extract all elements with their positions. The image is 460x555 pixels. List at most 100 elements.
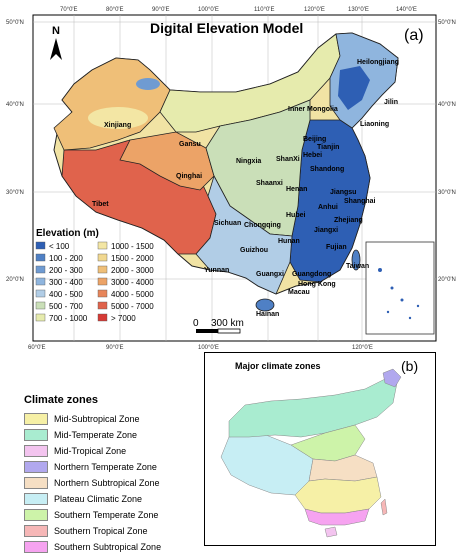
northeast-low (338, 66, 370, 110)
climate-legend-items: Mid-Subtropical Zone Mid-Temperate Zone Mi… (24, 411, 204, 555)
qinghai-region (119, 131, 215, 191)
lon-tick-labels-bottom: 60°0'E 90°0'E 100°0'E 120°0'E (28, 345, 373, 351)
svg-text:100°0'E: 100°0'E (198, 7, 219, 13)
svg-text:40°0'N: 40°0'N (6, 102, 24, 108)
elevation-swatch (97, 289, 108, 298)
climate-legend-row: Northern Subtropical Zone (24, 475, 204, 491)
elevation-swatch (97, 301, 108, 310)
zone-southern-tropical (380, 498, 388, 516)
elevation-legend: Elevation (m) (36, 228, 99, 239)
turpan-depression (136, 78, 160, 90)
label-fujian: Fujian (326, 244, 347, 251)
climate-map-title: Major climate zones (235, 361, 321, 371)
label-inner-mongolia: Inner Mongolia (288, 106, 338, 113)
svg-text:130°0'E: 130°0'E (348, 7, 369, 13)
label-tianjin: Tianjin (317, 144, 339, 151)
climate-legend-row: Mid-Subtropical Zone (24, 411, 204, 427)
label-hainan: Hainan (256, 311, 279, 318)
label-guangdong: Guangdong (292, 271, 331, 278)
svg-text:30°0'N: 30°0'N (438, 190, 456, 196)
climate-legend-label: Southern Subtropical Zone (54, 542, 162, 552)
lat-tick-labels-right: 50°0'N 40°0'N 30°0'N 20°0'N (438, 20, 456, 283)
climate-legend-label: Southern Tropical Zone (54, 526, 148, 536)
climate-legend-row: Southern Tropical Zone (24, 523, 204, 539)
hainan-island (255, 298, 275, 312)
climate-swatch (24, 429, 48, 441)
zone-northern-temperate (382, 368, 402, 388)
climate-legend-row: Southern Subtropical Zone (24, 539, 204, 555)
svg-text:50°0'N: 50°0'N (6, 20, 24, 26)
province-labels: Heilongjiang Jilin Liaoning Inner Mongol… (92, 59, 399, 318)
climate-legend-label: Mid-Temperate Zone (54, 430, 138, 440)
elevation-legend-label: 2000 - 3000 (111, 266, 154, 275)
svg-text:60°0'E: 60°0'E (28, 345, 46, 351)
label-hebei: Hebei (303, 152, 322, 159)
climate-swatch (24, 493, 48, 505)
label-hubei: Hubei (286, 212, 306, 219)
elevation-legend-items: < 100 1000 - 1500 100 - 200 1500 - 2000 200 … (35, 241, 154, 323)
elevation-swatch (97, 265, 108, 274)
elevation-legend-label: 100 - 200 (49, 254, 83, 263)
climate-legend-label: Northern Temperate Zone (54, 462, 157, 472)
svg-text:100°0'E: 100°0'E (198, 345, 219, 351)
svg-text:30°0'N: 30°0'N (6, 190, 24, 196)
climate-swatch (24, 477, 48, 489)
south-china-sea-inset (365, 241, 435, 335)
elevation-swatch (97, 241, 108, 250)
label-taiwan: Taiwan (346, 263, 369, 270)
climate-swatch (24, 413, 48, 425)
climate-legend-row: Southern Temperate Zone (24, 507, 204, 523)
svg-text:40°0'N: 40°0'N (438, 102, 456, 108)
svg-text:50°0'N: 50°0'N (438, 20, 456, 26)
label-guangxi: Guangxi (256, 271, 284, 278)
climate-legend-row: Mid-Tropical Zone (24, 443, 204, 459)
label-shandong: Shandong (310, 166, 344, 173)
label-xinjiang: Xinjiang (104, 122, 131, 129)
climate-map-svg: Major climate zones (b) (220, 358, 418, 538)
label-ningxia: Ningxia (236, 158, 261, 165)
label-liaoning: Liaoning (360, 121, 389, 128)
label-shanghai: Shanghai (344, 198, 376, 205)
dem-map-svg: N 0 300 km Digital Elevation Model (a) 7… (6, 7, 456, 351)
elevation-swatch (97, 253, 108, 262)
zone-mid-temperate (228, 378, 398, 438)
lon-tick-labels-top: 70°0'E 80°0'E 90°0'E 100°0'E 110°0'E 120… (60, 7, 417, 13)
dem-panel: N 0 300 km Digital Elevation Model (a) 7… (6, 7, 456, 351)
elevation-legend-label: 300 - 400 (49, 278, 83, 287)
elevation-legend-label: > 7000 (111, 314, 136, 323)
dem-title: Digital Elevation Model (150, 20, 303, 36)
label-heilongjiang: Heilongjiang (357, 59, 399, 66)
climate-swatch (24, 525, 48, 537)
climate-legend-label: Southern Temperate Zone (54, 510, 159, 520)
climate-panel-label: (b) (401, 358, 418, 374)
inset-islands (378, 268, 420, 320)
label-jiangsu: Jiangsu (330, 189, 356, 196)
label-hong-kong: Hong Kong (298, 281, 336, 288)
label-gansu: Gansu (179, 141, 201, 148)
elevation-legend-label: < 100 (49, 242, 70, 251)
label-tibet: Tibet (92, 201, 109, 208)
elevation-legend-label: 5000 - 7000 (111, 302, 154, 311)
elevation-swatch (35, 313, 46, 322)
elevation-legend-label: 3000 - 4000 (111, 278, 154, 287)
climate-panel: Major climate zones (b) (204, 352, 436, 546)
label-beijing: Beijing (303, 136, 326, 143)
label-guizhou: Guizhou (240, 247, 268, 254)
climate-legend-label: Mid-Tropical Zone (54, 446, 127, 456)
climate-legend-label: Mid-Subtropical Zone (54, 414, 140, 424)
label-shaanxi: Shaanxi (256, 180, 283, 187)
taiwan-island (351, 249, 361, 271)
label-chongqing: Chongqing (244, 222, 281, 229)
label-sichuan: Sichuan (214, 220, 241, 227)
elevation-swatch (35, 265, 46, 274)
label-henan: Henan (286, 186, 307, 193)
climate-swatch (24, 541, 48, 553)
elevation-legend-label: 4000 - 5000 (111, 290, 154, 299)
label-hunan: Hunan (278, 238, 300, 245)
svg-text:120°0'E: 120°0'E (352, 345, 373, 351)
label-jiangxi: Jiangxi (314, 227, 338, 234)
dem-panel-label: (a) (404, 27, 424, 44)
elevation-swatch (35, 277, 46, 286)
zone-mid-tropical (324, 526, 338, 538)
lat-tick-labels-left: 50°0'N 40°0'N 30°0'N 20°0'N (6, 20, 24, 283)
